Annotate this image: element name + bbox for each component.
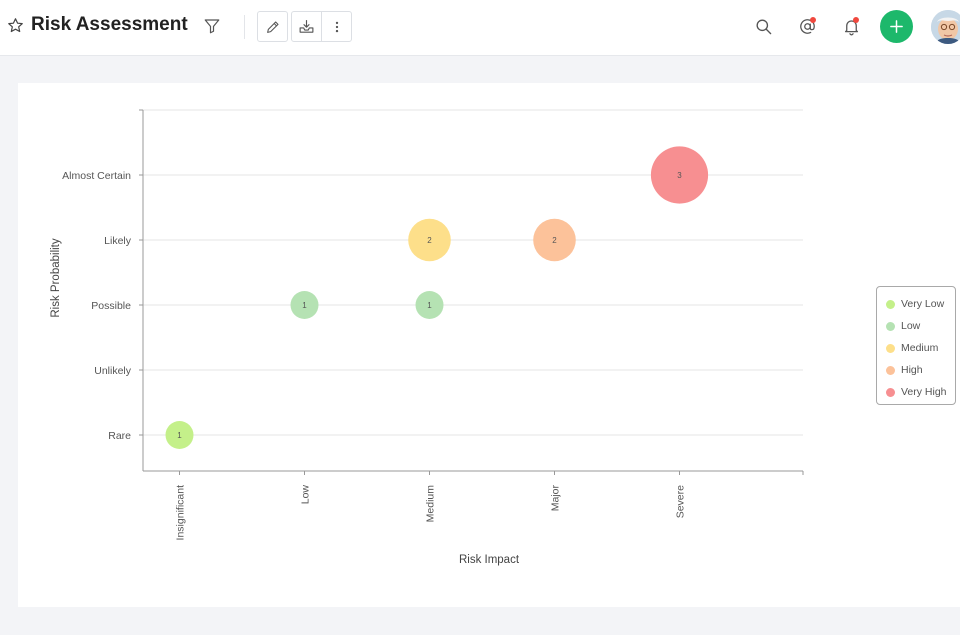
y-tick-label: Possible: [91, 300, 131, 312]
more-vertical-icon: [335, 21, 338, 32]
mention-icon[interactable]: [798, 17, 817, 36]
legend-item[interactable]: Very Low: [886, 293, 955, 315]
x-tick-label: Major: [550, 485, 562, 512]
legend-swatch: [886, 321, 895, 331]
download-icon: [299, 20, 314, 33]
x-tick-label: Low: [300, 485, 312, 505]
bubble-label: 1: [302, 301, 307, 310]
bubble: [290, 291, 319, 319]
more-options-button[interactable]: [321, 11, 352, 42]
add-button[interactable]: [880, 10, 913, 43]
x-tick-label: Insignificant: [175, 485, 187, 541]
chart-card: Rare Unlikely Possible Likely Almost Certain…: [18, 83, 960, 607]
search-icon[interactable]: [754, 17, 773, 36]
legend-label: Very High: [901, 386, 947, 398]
legend-swatch: [886, 343, 895, 353]
bubble-label: 2: [427, 236, 432, 245]
bubble-label: 1: [427, 301, 432, 310]
x-axis-title: Risk Impact: [459, 554, 520, 566]
user-avatar[interactable]: [931, 10, 960, 44]
filter-icon[interactable]: [203, 17, 221, 35]
legend-swatch: [886, 387, 895, 397]
plus-icon: [890, 20, 903, 33]
legend-item[interactable]: Low: [886, 315, 955, 337]
y-tick-label: Rare: [108, 430, 131, 442]
mention-badge: [810, 17, 816, 23]
legend-swatch: [886, 299, 895, 309]
page-title: Risk Assessment: [31, 14, 188, 35]
top-bar: Risk Assessment: [0, 0, 960, 56]
bubble: [408, 218, 451, 262]
x-tick-label: Medium: [425, 485, 437, 523]
y-tick-label: Almost Certain: [62, 170, 131, 182]
legend-label: High: [901, 364, 923, 376]
chart-legend: Very Low Low Medium High Very High: [876, 286, 956, 405]
bubble-label: 3: [677, 171, 682, 180]
star-icon[interactable]: [7, 17, 24, 34]
pencil-icon: [266, 20, 279, 33]
notification-badge: [853, 17, 859, 23]
legend-swatch: [886, 365, 895, 375]
export-button[interactable]: [291, 11, 322, 42]
bubble: [165, 421, 194, 449]
toolbar-divider: [244, 15, 245, 39]
legend-label: Medium: [901, 342, 939, 354]
legend-item[interactable]: Medium: [886, 337, 955, 359]
avatar-image: [931, 10, 960, 44]
legend-item[interactable]: Very High: [886, 381, 955, 403]
x-tick-label: Severe: [675, 485, 687, 518]
edit-button[interactable]: [257, 11, 288, 42]
y-axis-title: Risk Probability: [50, 238, 62, 317]
risk-bubble-chart: Rare Unlikely Possible Likely Almost Certain…: [50, 109, 804, 566]
bubble-label: 2: [552, 236, 557, 245]
y-tick-label: Likely: [104, 235, 132, 247]
y-tick-label: Unlikely: [94, 365, 132, 377]
bubble: [533, 218, 576, 262]
legend-label: Very Low: [901, 298, 945, 310]
bubble: [415, 291, 444, 319]
bubble-label: 1: [177, 431, 182, 440]
legend-item[interactable]: High: [886, 359, 955, 381]
legend-label: Low: [901, 320, 921, 332]
bubble: [650, 146, 709, 204]
